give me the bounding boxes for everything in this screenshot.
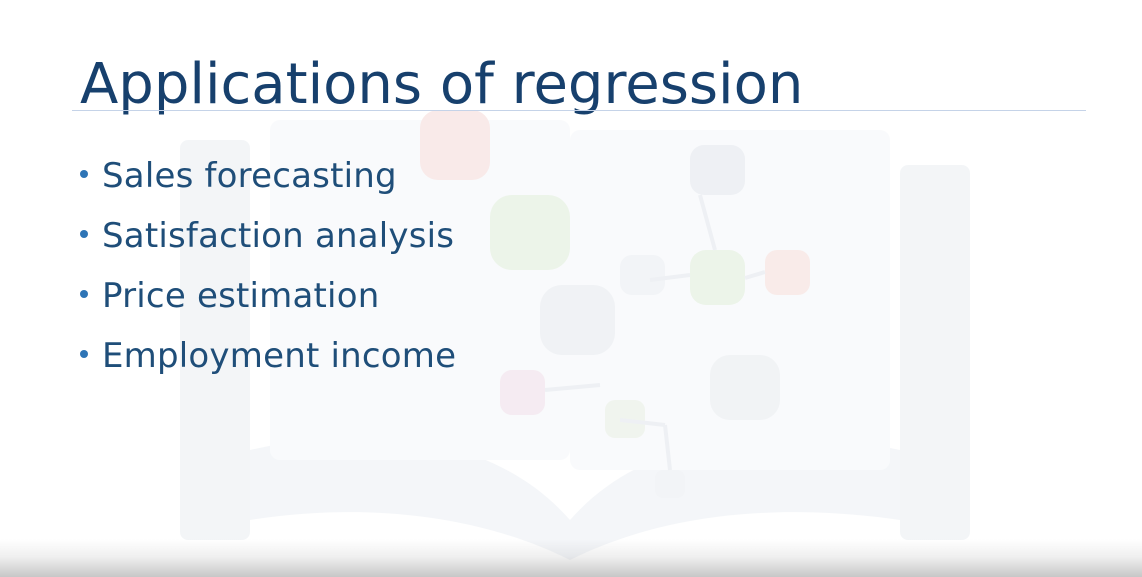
title-underline — [72, 110, 1086, 111]
bullet-list: Sales forecasting Satisfaction analysis … — [80, 146, 456, 386]
slide-title: Applications of regression — [80, 52, 804, 117]
bullet-text: Satisfaction analysis — [102, 216, 455, 256]
bullet-item-price-estimation: Price estimation — [80, 266, 456, 326]
bullet-item-satisfaction-analysis: Satisfaction analysis — [80, 206, 456, 266]
bullet-dot-icon — [80, 230, 88, 238]
bullet-text: Employment income — [102, 336, 457, 376]
bottom-shadow — [0, 539, 1142, 577]
bullet-item-employment-income: Employment income — [80, 326, 456, 386]
bullet-dot-icon — [80, 350, 88, 358]
bullet-text: Price estimation — [102, 276, 380, 316]
bullet-dot-icon — [80, 290, 88, 298]
bullet-dot-icon — [80, 170, 88, 178]
bullet-text: Sales forecasting — [102, 156, 397, 196]
bullet-item-sales-forecasting: Sales forecasting — [80, 146, 456, 206]
